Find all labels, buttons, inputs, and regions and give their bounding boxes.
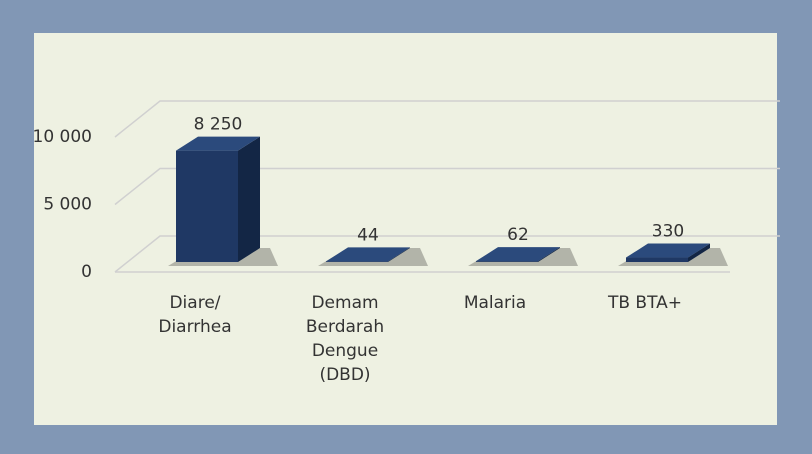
bar-top — [626, 243, 710, 258]
bar-top — [476, 247, 560, 262]
grid-line — [114, 235, 780, 273]
bar-top — [176, 136, 260, 151]
x-tick-label: Malaria — [463, 293, 527, 313]
y-tick-label: 5 000 — [43, 195, 92, 215]
grid-line — [114, 167, 780, 206]
chart-panel — [34, 33, 777, 425]
bar-side — [388, 247, 410, 262]
bar-side — [238, 136, 260, 262]
x-tick-label: Diare/ Diarrhea — [158, 293, 232, 337]
y-tick-label: 10 000 — [33, 127, 92, 147]
bar-side — [538, 247, 560, 262]
bar-side — [688, 243, 710, 262]
value-label: 62 — [507, 225, 529, 245]
grid-line — [114, 100, 780, 138]
bar-front — [176, 150, 238, 262]
bar — [318, 247, 428, 266]
bar — [168, 136, 278, 266]
y-tick-label: 0 — [81, 262, 92, 282]
value-label: 44 — [357, 225, 379, 245]
x-tick-label: TB BTA+ — [607, 293, 683, 313]
value-label: 330 — [652, 222, 684, 242]
bar-top — [326, 247, 410, 262]
x-tick-label: Demam Berdarah Dengue (DBD) — [305, 293, 385, 385]
bar-front — [626, 257, 688, 262]
bar-front — [326, 261, 388, 262]
bar-front — [476, 261, 538, 262]
bar — [618, 243, 728, 266]
bar — [468, 247, 578, 266]
value-label: 8 250 — [194, 115, 243, 135]
